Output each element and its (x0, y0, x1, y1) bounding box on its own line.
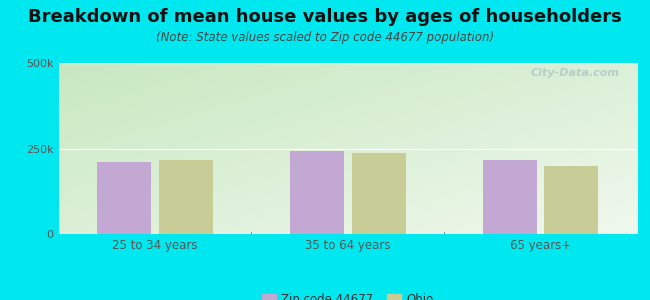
Text: (Note: State values scaled to Zip code 44677 population): (Note: State values scaled to Zip code 4… (156, 32, 494, 44)
Text: Breakdown of mean house values by ages of householders: Breakdown of mean house values by ages o… (28, 8, 622, 26)
Bar (545, 166, 599, 234)
Bar (352, 153, 406, 234)
Text: City-Data.com: City-Data.com (530, 68, 619, 78)
Bar (290, 151, 344, 234)
Bar (97, 162, 151, 234)
Bar (159, 160, 213, 234)
Legend: Zip code 44677, Ohio: Zip code 44677, Ohio (257, 288, 438, 300)
Bar (483, 160, 537, 234)
